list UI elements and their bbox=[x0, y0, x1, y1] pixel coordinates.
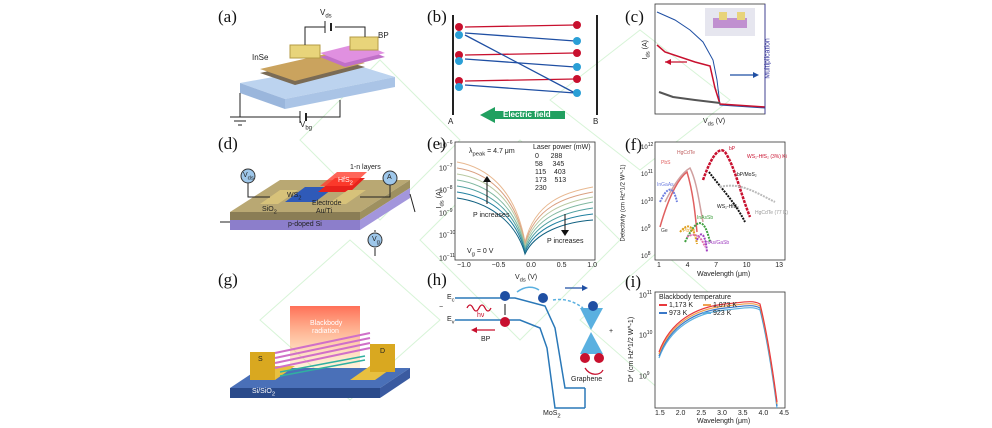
panel-d: (d) Vds A 1-n layers HfS2 WS2 Electrode … bbox=[200, 132, 420, 262]
curve-label-ws2-hfs2: WS₂-HfS₂ bbox=[717, 204, 739, 210]
vbg-label: Vbg bbox=[300, 120, 313, 132]
panel-label: (a) bbox=[218, 7, 237, 26]
y-axis-label: Detectivity (cm Hz^1/2 W^-1) bbox=[620, 164, 627, 242]
panel-label: (c) bbox=[625, 7, 644, 26]
avalanche-diagram bbox=[452, 15, 598, 123]
ammeter-label: A bbox=[387, 174, 392, 181]
panel-b: (b) A B Electric field bbox=[425, 5, 625, 130]
x-axis-label: Vds (V) bbox=[515, 274, 538, 284]
panel-a: (a) Vds InSe BP Vbg bbox=[200, 5, 400, 132]
blackbody-label: Blackbody bbox=[310, 320, 343, 327]
detectivity-temperature-plot bbox=[654, 291, 786, 409]
iv-curves-plot bbox=[454, 141, 596, 261]
vds-label: Vds bbox=[243, 172, 254, 182]
electrode-b-label: B bbox=[593, 117, 599, 126]
curve-label-pbs: PbS bbox=[661, 160, 671, 166]
electric-field-label: Electric field bbox=[503, 110, 551, 119]
x-axis-label: Wavelength (μm) bbox=[697, 418, 751, 425]
panel-c: (c) Vds (V) Ids (A) Multiplication bbox=[625, 0, 785, 130]
electrode-material-label: Au/Ti bbox=[316, 208, 333, 215]
x-tick-labels: 1 4 7 10 13 bbox=[657, 262, 783, 269]
curve-label-bp-mos2: bP/MoS₂ bbox=[737, 172, 757, 178]
panel-e: (e) λpeak = 4.7 μm Laser power (mW) 0 28… bbox=[425, 132, 605, 287]
panel-label: (e) bbox=[427, 134, 446, 153]
detectivity-plot bbox=[654, 141, 786, 261]
band-diagram bbox=[455, 285, 604, 409]
panel-i: (i) Blackbody temperature 1,173 K 1,073 … bbox=[625, 268, 795, 425]
x-tick-labels: −1.0 −0.5 0.0 0.5 1.0 bbox=[457, 262, 597, 269]
minus-label: − bbox=[439, 304, 444, 311]
legend-values: 0 288 58 345 115 403 173 513 230 bbox=[535, 153, 567, 192]
plus-label: + bbox=[609, 328, 614, 335]
photon-label: hν bbox=[477, 312, 485, 319]
curve-label-ingaas: InGaAs bbox=[657, 182, 674, 188]
ws2-label: WS2 bbox=[287, 192, 302, 202]
panel-label: (i) bbox=[625, 272, 642, 291]
p-increases-right: P increases bbox=[547, 238, 584, 245]
drain-label: D bbox=[380, 348, 386, 355]
vg-note: Vg = 0 V bbox=[467, 248, 494, 258]
curve-label-bp: bP bbox=[729, 146, 736, 152]
y-axis-label: D* (cm Hz^1/2 W^-1) bbox=[628, 316, 636, 383]
legend-item: 1,073 K bbox=[703, 302, 737, 309]
legend-title: Blackbody temperature bbox=[659, 294, 731, 301]
bp-label: BP bbox=[378, 31, 389, 40]
inse-label: InSe bbox=[252, 53, 269, 62]
panel-g: (g) Blackbody radiation S D Si/SiO2 bbox=[200, 268, 420, 418]
multiplication-plot bbox=[654, 3, 766, 115]
electrode-label: Electrode bbox=[312, 200, 342, 207]
panel-h: (h) Ec Ev − + hν BP Graphene MoS2 bbox=[425, 268, 625, 423]
lambda-peak-label: λpeak = 4.7 μm bbox=[469, 148, 515, 158]
vds-label: Vds bbox=[320, 8, 332, 20]
legend-item: 923 K bbox=[703, 310, 731, 317]
ec-label: Ec bbox=[447, 294, 455, 304]
y-tick-labels: 10−6 10−7 10−8 10−9 10−10 10−11 bbox=[439, 140, 456, 262]
legend-title: Laser power (mW) bbox=[533, 144, 591, 151]
radiation-label: radiation bbox=[312, 328, 339, 335]
y-tick-labels: 1012 1011 1010 109 108 bbox=[641, 142, 654, 260]
graphene-label: Graphene bbox=[571, 376, 603, 383]
layers-label: 1-n layers bbox=[350, 164, 381, 171]
panel-label: (d) bbox=[218, 134, 238, 153]
curve-label-inassb: InAsSb bbox=[697, 215, 714, 221]
y-tick-labels: 1011 1010 109 bbox=[639, 290, 653, 380]
panel-label: (f) bbox=[625, 135, 642, 154]
device-schematic-a bbox=[230, 21, 395, 126]
curve-label-pbse: PbSe bbox=[683, 228, 696, 234]
p-increases-left: P increases bbox=[473, 212, 510, 219]
source-label: S bbox=[258, 356, 263, 363]
curve-label-inas-gasb: InAs/GaSb bbox=[705, 240, 730, 246]
electrode-a-label: A bbox=[448, 117, 454, 126]
vg-label: Vg bbox=[372, 236, 380, 246]
device-schematic-g bbox=[230, 306, 410, 398]
substrate-label: Si/SiO2 bbox=[252, 388, 276, 398]
hfs2-label: HfS2 bbox=[338, 177, 353, 187]
panel-label: (g) bbox=[218, 270, 238, 289]
device-schematic-d bbox=[220, 168, 416, 256]
x-axis-label: Vds (V) bbox=[703, 118, 726, 128]
curve-label-ws2-hfs2-ki: WS₂-HfS₂ (3%) Ki bbox=[747, 154, 787, 160]
ev-label: Ev bbox=[447, 316, 455, 326]
y-axis-label: Ids (A) bbox=[642, 40, 652, 60]
legend-item: 973 K bbox=[659, 310, 687, 317]
legend-item: 1,173 K bbox=[659, 302, 693, 309]
x-axis-label: Wavelength (μm) bbox=[697, 271, 751, 278]
substrate-label: p-doped Si bbox=[288, 221, 322, 228]
y2-axis-label: Multiplication bbox=[764, 38, 772, 79]
mos2-label: MoS2 bbox=[543, 410, 561, 420]
bp-label: BP bbox=[481, 336, 491, 343]
curve-label-hgcdte: HgCdTe bbox=[677, 150, 696, 156]
x-tick-labels: 1.5 2.0 2.5 3.0 3.5 4.0 4.5 bbox=[655, 410, 789, 417]
panel-label: (b) bbox=[427, 7, 447, 26]
sio2-label: SiO2 bbox=[262, 206, 277, 216]
panel-f: (f) HgCdTe PbS InGaAs InAsSb PbSe InAs/G… bbox=[620, 132, 790, 282]
panel-label: (h) bbox=[427, 270, 447, 289]
curve-label-hgcdte-77k: HgCdTe (77 K) bbox=[755, 210, 789, 216]
curve-label-ge: Ge bbox=[661, 228, 668, 234]
